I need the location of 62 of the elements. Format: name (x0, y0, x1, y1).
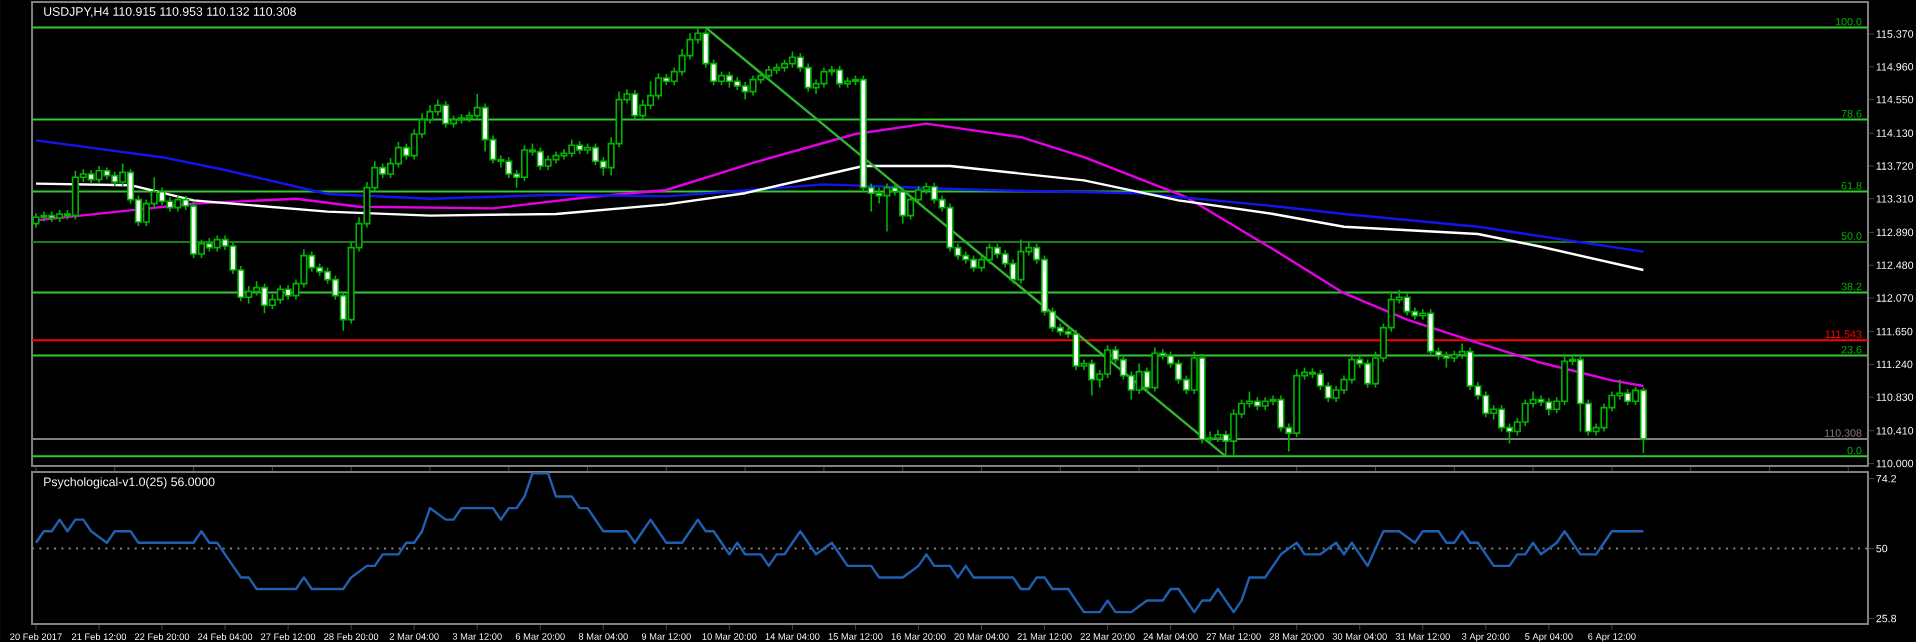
candlestick (1521, 398, 1529, 427)
candlestick (899, 186, 907, 225)
candlestick (481, 102, 489, 153)
candlestick (505, 156, 513, 179)
candlestick (442, 100, 450, 129)
candlestick (552, 150, 560, 165)
candlestick (560, 148, 568, 161)
candlestick (993, 242, 1001, 259)
candlestick (174, 194, 182, 213)
candlestick (1072, 329, 1080, 371)
candlestick (300, 248, 308, 289)
candlestick (1151, 346, 1159, 393)
candlestick (40, 210, 48, 222)
candlestick (1088, 358, 1096, 397)
candlestick (103, 166, 111, 181)
candlestick (142, 198, 150, 227)
candlestick (1214, 429, 1222, 443)
candlestick (1616, 378, 1624, 401)
candlestick (765, 65, 773, 81)
candlestick (1332, 385, 1340, 403)
candlestick (32, 212, 40, 229)
candlestick (804, 62, 812, 93)
candlestick (434, 98, 442, 117)
candlestick (1009, 258, 1017, 285)
candlestick (741, 81, 749, 101)
candlestick (213, 234, 221, 253)
candlestick (1600, 402, 1608, 433)
candlestick (749, 74, 757, 97)
candlestick (733, 76, 741, 91)
candlestick (1277, 394, 1285, 433)
candlestick (631, 89, 639, 121)
candlestick (875, 186, 883, 205)
candlestick (284, 284, 292, 301)
candlestick (1537, 394, 1545, 407)
candlestick (95, 165, 103, 185)
candlestick (1135, 362, 1143, 395)
candlestick (166, 196, 174, 213)
candlestick (930, 181, 938, 205)
candlestick (87, 169, 95, 185)
candlestick (1198, 353, 1206, 445)
candlestick (1545, 397, 1553, 417)
candlestick (828, 65, 836, 77)
candlestick (276, 284, 284, 305)
candlestick (1017, 238, 1025, 285)
candlestick (1348, 354, 1356, 385)
candlestick (820, 66, 828, 89)
candlestick (48, 210, 56, 223)
candlestick (1466, 346, 1474, 391)
candlestick (568, 138, 576, 158)
candlestick (544, 154, 552, 171)
line-series (34, 122, 1645, 388)
candlestick (1324, 381, 1332, 403)
line-series (34, 139, 1645, 253)
candlestick (1403, 292, 1411, 317)
candlestick (536, 146, 544, 171)
candlestick (1482, 390, 1490, 418)
candlestick (639, 98, 647, 121)
candlestick (946, 202, 954, 253)
candlestick (1293, 368, 1301, 438)
candlestick (1261, 396, 1269, 411)
candlestick (111, 170, 119, 187)
candlestick (883, 182, 891, 233)
